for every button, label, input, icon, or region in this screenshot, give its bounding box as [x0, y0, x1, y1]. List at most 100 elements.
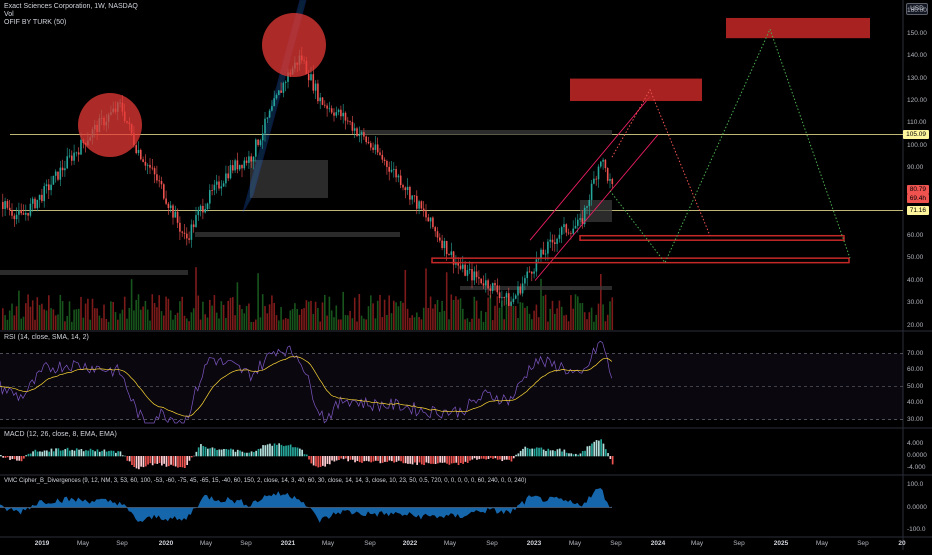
time-label: 2021	[280, 540, 296, 547]
macd-histogram-bar	[156, 456, 159, 464]
macd-histogram-bar	[441, 456, 444, 463]
volume-bar	[43, 309, 45, 330]
macd-histogram-bar	[480, 456, 483, 459]
time-label: Sep	[486, 540, 498, 547]
candle-body	[496, 285, 499, 293]
candle-body	[220, 186, 223, 189]
candle-body	[427, 217, 430, 222]
macd-histogram-bar	[425, 456, 428, 463]
volume-bar	[18, 290, 20, 330]
volume-bar	[606, 314, 609, 330]
volume-bar	[211, 305, 213, 330]
volume-bar	[535, 304, 538, 330]
volume-bar	[307, 301, 310, 330]
price-tick: 50.00	[907, 254, 924, 262]
volume-bar	[487, 297, 489, 330]
volume-bar	[572, 308, 574, 330]
volume-bar	[245, 306, 248, 330]
candle-body	[572, 228, 574, 234]
candle-body	[137, 149, 140, 154]
time-label: 2022	[402, 540, 418, 547]
candle-body	[317, 83, 319, 102]
volume-profile-zone	[580, 200, 612, 222]
volume-bar	[468, 321, 471, 330]
candle-body	[374, 144, 377, 150]
candle-body	[383, 159, 386, 162]
volume-bar	[190, 312, 193, 330]
volume-bar	[133, 310, 135, 330]
candle-body	[43, 186, 45, 202]
volume-bar	[110, 301, 112, 330]
volume-bar	[333, 317, 335, 330]
macd-histogram-bar	[542, 449, 545, 457]
volume-bar	[146, 309, 149, 330]
volume-bar	[105, 318, 108, 330]
volume-bar	[225, 318, 227, 330]
macd-histogram-bar	[216, 449, 218, 457]
volume-bar	[501, 300, 503, 330]
macd-histogram-bar	[462, 456, 464, 464]
volume-bar	[128, 308, 131, 330]
macd-histogram-bar	[105, 451, 108, 457]
volume-bar	[489, 294, 492, 330]
candle-body	[379, 152, 381, 155]
macd-histogram-bar	[404, 456, 407, 464]
volume-bar	[586, 319, 588, 330]
volume-bar	[87, 298, 89, 330]
volume-bar	[280, 307, 282, 330]
volume-bar	[41, 303, 43, 330]
candle-body	[34, 198, 36, 209]
volume-bar	[252, 321, 255, 330]
macd-histogram-bar	[526, 447, 529, 457]
channel-upper	[529, 96, 651, 241]
macd-histogram-bar	[190, 456, 193, 458]
candle-body	[390, 169, 393, 172]
candle-body	[590, 183, 593, 200]
volume-bar	[117, 319, 119, 330]
volume-bar	[321, 302, 324, 330]
volume-bar	[356, 321, 358, 330]
candle-body	[4, 201, 6, 209]
macd-histogram-bar	[32, 451, 34, 457]
time-label: 2025	[773, 540, 789, 547]
macd-histogram-bar	[195, 451, 198, 457]
macd-histogram-bar	[236, 449, 239, 457]
candle-body	[416, 195, 418, 209]
candle-body	[367, 142, 370, 144]
time-label: May	[443, 540, 457, 547]
macd-histogram-bar	[338, 456, 340, 461]
macd-histogram-bar	[299, 448, 301, 457]
macd-histogram-bar	[531, 448, 533, 457]
candle-body	[418, 201, 420, 209]
volume-bar	[494, 305, 496, 330]
candle-body	[473, 271, 476, 281]
volume-bar	[271, 295, 273, 330]
volume-bar	[517, 318, 519, 330]
volume-bar	[478, 318, 480, 330]
volume-bar	[319, 321, 321, 330]
macd-histogram-bar	[604, 449, 607, 457]
rsi-tick: 50.00	[907, 382, 924, 390]
candle-body	[351, 122, 354, 131]
macd-histogram-bar	[294, 447, 297, 457]
candle-body	[508, 293, 510, 306]
macd-histogram-bar	[207, 448, 209, 457]
candle-body	[556, 238, 558, 244]
macd-histogram-bar	[572, 454, 575, 457]
candle-body	[570, 233, 572, 234]
volume-bar	[291, 309, 294, 330]
candle-body	[321, 97, 324, 105]
volume-bar	[160, 311, 163, 330]
macd-histogram-bar	[200, 444, 202, 457]
macd-histogram-bar	[579, 453, 582, 457]
macd-histogram-bar	[363, 456, 366, 462]
time-label: May	[690, 540, 704, 547]
macd-histogram-bar	[395, 456, 398, 462]
macd-histogram-bar	[158, 456, 161, 463]
volume-bar	[57, 314, 59, 330]
currency-button[interactable]: USD	[906, 3, 928, 15]
macd-histogram-bar	[151, 456, 154, 466]
macd-histogram-bar	[333, 456, 336, 462]
